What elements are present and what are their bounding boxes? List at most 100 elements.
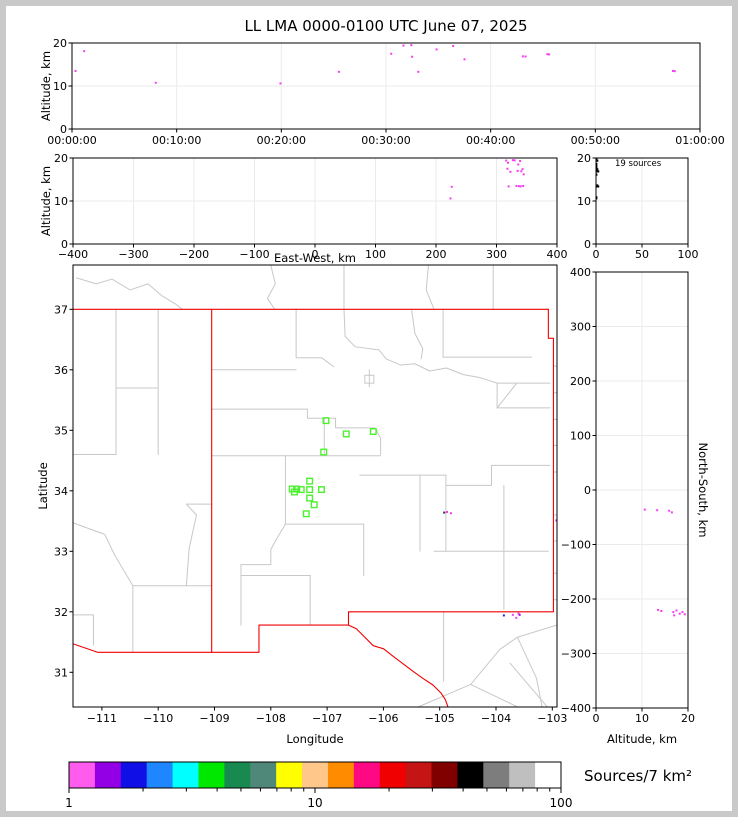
lma-source-point (683, 613, 686, 616)
lma-source-point (518, 613, 521, 616)
lma-source-point (509, 170, 512, 173)
x-tick-label: −300 (118, 248, 148, 261)
lma-source-point (673, 614, 676, 617)
lma-source-point (657, 608, 660, 611)
county-boundary-line (266, 265, 276, 310)
y-tick-label: 35 (54, 424, 68, 437)
x-tick-label: 300 (486, 248, 507, 261)
y-tick-label: 0 (584, 238, 591, 251)
colorbar-segment (379, 762, 407, 788)
colorbar-segment (302, 762, 329, 788)
lma-station-marker (306, 477, 314, 485)
x-tick-label: −106 (368, 712, 398, 725)
x-tick-label: 20 (681, 712, 695, 725)
map-xlabel: Longitude (286, 732, 344, 746)
x-tick-label: 100 (365, 248, 386, 261)
x-tick-label: 00:50:00 (571, 134, 620, 147)
ns-height-ylabel: North-South, km (696, 442, 710, 538)
y-tick-label: 31 (54, 666, 68, 679)
x-tick-label: 200 (426, 248, 447, 261)
y-tick-label: 32 (54, 606, 68, 619)
colorbar-segment (457, 762, 484, 788)
county-boundary-line (516, 636, 543, 707)
lma-source-point (516, 169, 519, 172)
y-tick-label: −200 (561, 593, 591, 606)
plot-page: LL LMA 0000-0100 UTC June 07, 2025 00:00… (6, 6, 732, 811)
map-ylabel: Latitude (36, 462, 50, 510)
lma-source-point (279, 82, 282, 85)
x-tick-label: −105 (425, 712, 455, 725)
lma-source-point (506, 161, 509, 164)
y-tick-label: 37 (54, 303, 68, 316)
x-tick-label: 00:10:00 (152, 134, 201, 147)
time-height-ylabel: Altitude, km (39, 50, 53, 122)
colorbar-segment (353, 762, 381, 788)
x-tick-label: 00:20:00 (257, 134, 306, 147)
county-boundary-line (496, 382, 518, 409)
colorbar-segment (146, 762, 174, 788)
county-boundary-line (385, 358, 498, 384)
x-tick-label: −400 (58, 248, 88, 261)
y-tick-label: 0 (61, 238, 68, 251)
lma-station-marker (369, 428, 377, 436)
x-tick-label: 10 (635, 712, 649, 725)
county-boundary-line (240, 523, 286, 566)
y-tick-label: −400 (561, 702, 591, 715)
lma-source-point (668, 509, 671, 512)
county-boundary-line (211, 408, 337, 419)
county-boundary-line (496, 382, 551, 409)
lma-source-point (506, 167, 509, 170)
y-tick-label: 300 (570, 321, 591, 334)
x-tick-label: 100 (678, 248, 699, 261)
lma-source-point (505, 159, 508, 162)
lma-source-point (670, 511, 673, 514)
lma-source-point (402, 44, 405, 47)
lma-source-point (443, 511, 446, 514)
lma-station-marker (290, 488, 298, 496)
x-tick-label: −103 (537, 712, 567, 725)
colorbar-segment (327, 762, 355, 788)
lma-source-point (463, 58, 466, 61)
colorbar-segment (405, 762, 433, 788)
y-tick-label: 33 (54, 545, 68, 558)
y-tick-label: 10 (54, 195, 68, 208)
county-boundary-line (76, 277, 183, 310)
lma-source-point (511, 613, 514, 616)
lma-source-point (520, 170, 523, 173)
x-tick-label: 0 (593, 712, 600, 725)
y-tick-label: 0 (584, 484, 591, 497)
lma-source-point (546, 53, 549, 56)
y-tick-label: 36 (54, 364, 68, 377)
county-boundary-line (343, 308, 387, 360)
county-boundary-line (411, 308, 424, 360)
x-tick-label: 00:40:00 (466, 134, 515, 147)
lma-source-point (548, 53, 551, 56)
colorbar-segment (120, 762, 148, 788)
lma-source-point (521, 55, 524, 58)
lma-source-point (513, 159, 516, 162)
colorbar-segment (224, 762, 251, 788)
county-boundary-line (445, 464, 551, 486)
lma-source-point (555, 519, 558, 522)
x-tick-label: −110 (143, 712, 173, 725)
lma-source-point (671, 69, 674, 72)
x-tick-label: −100 (239, 248, 269, 261)
lma-source-point (521, 168, 524, 171)
y-tick-label: 0 (60, 123, 67, 136)
colorbar-tick-label: 100 (550, 796, 573, 810)
county-boundary-line (295, 308, 335, 368)
lma-source-point (450, 185, 453, 188)
colorbar-segment (172, 762, 199, 788)
lma-station-marker (342, 430, 350, 438)
x-tick-label: −200 (179, 248, 209, 261)
colorbar-segment (431, 762, 458, 788)
x-tick-label: −104 (481, 712, 511, 725)
lma-source-point (515, 184, 518, 187)
x-tick-label: −109 (199, 712, 229, 725)
y-tick-label: 10 (53, 80, 67, 93)
county-boundary-line (73, 522, 134, 587)
lma-source-point (337, 70, 340, 73)
lma-source-point (410, 44, 413, 47)
colorbar-segment (69, 762, 96, 788)
lma-source-point (511, 159, 514, 162)
